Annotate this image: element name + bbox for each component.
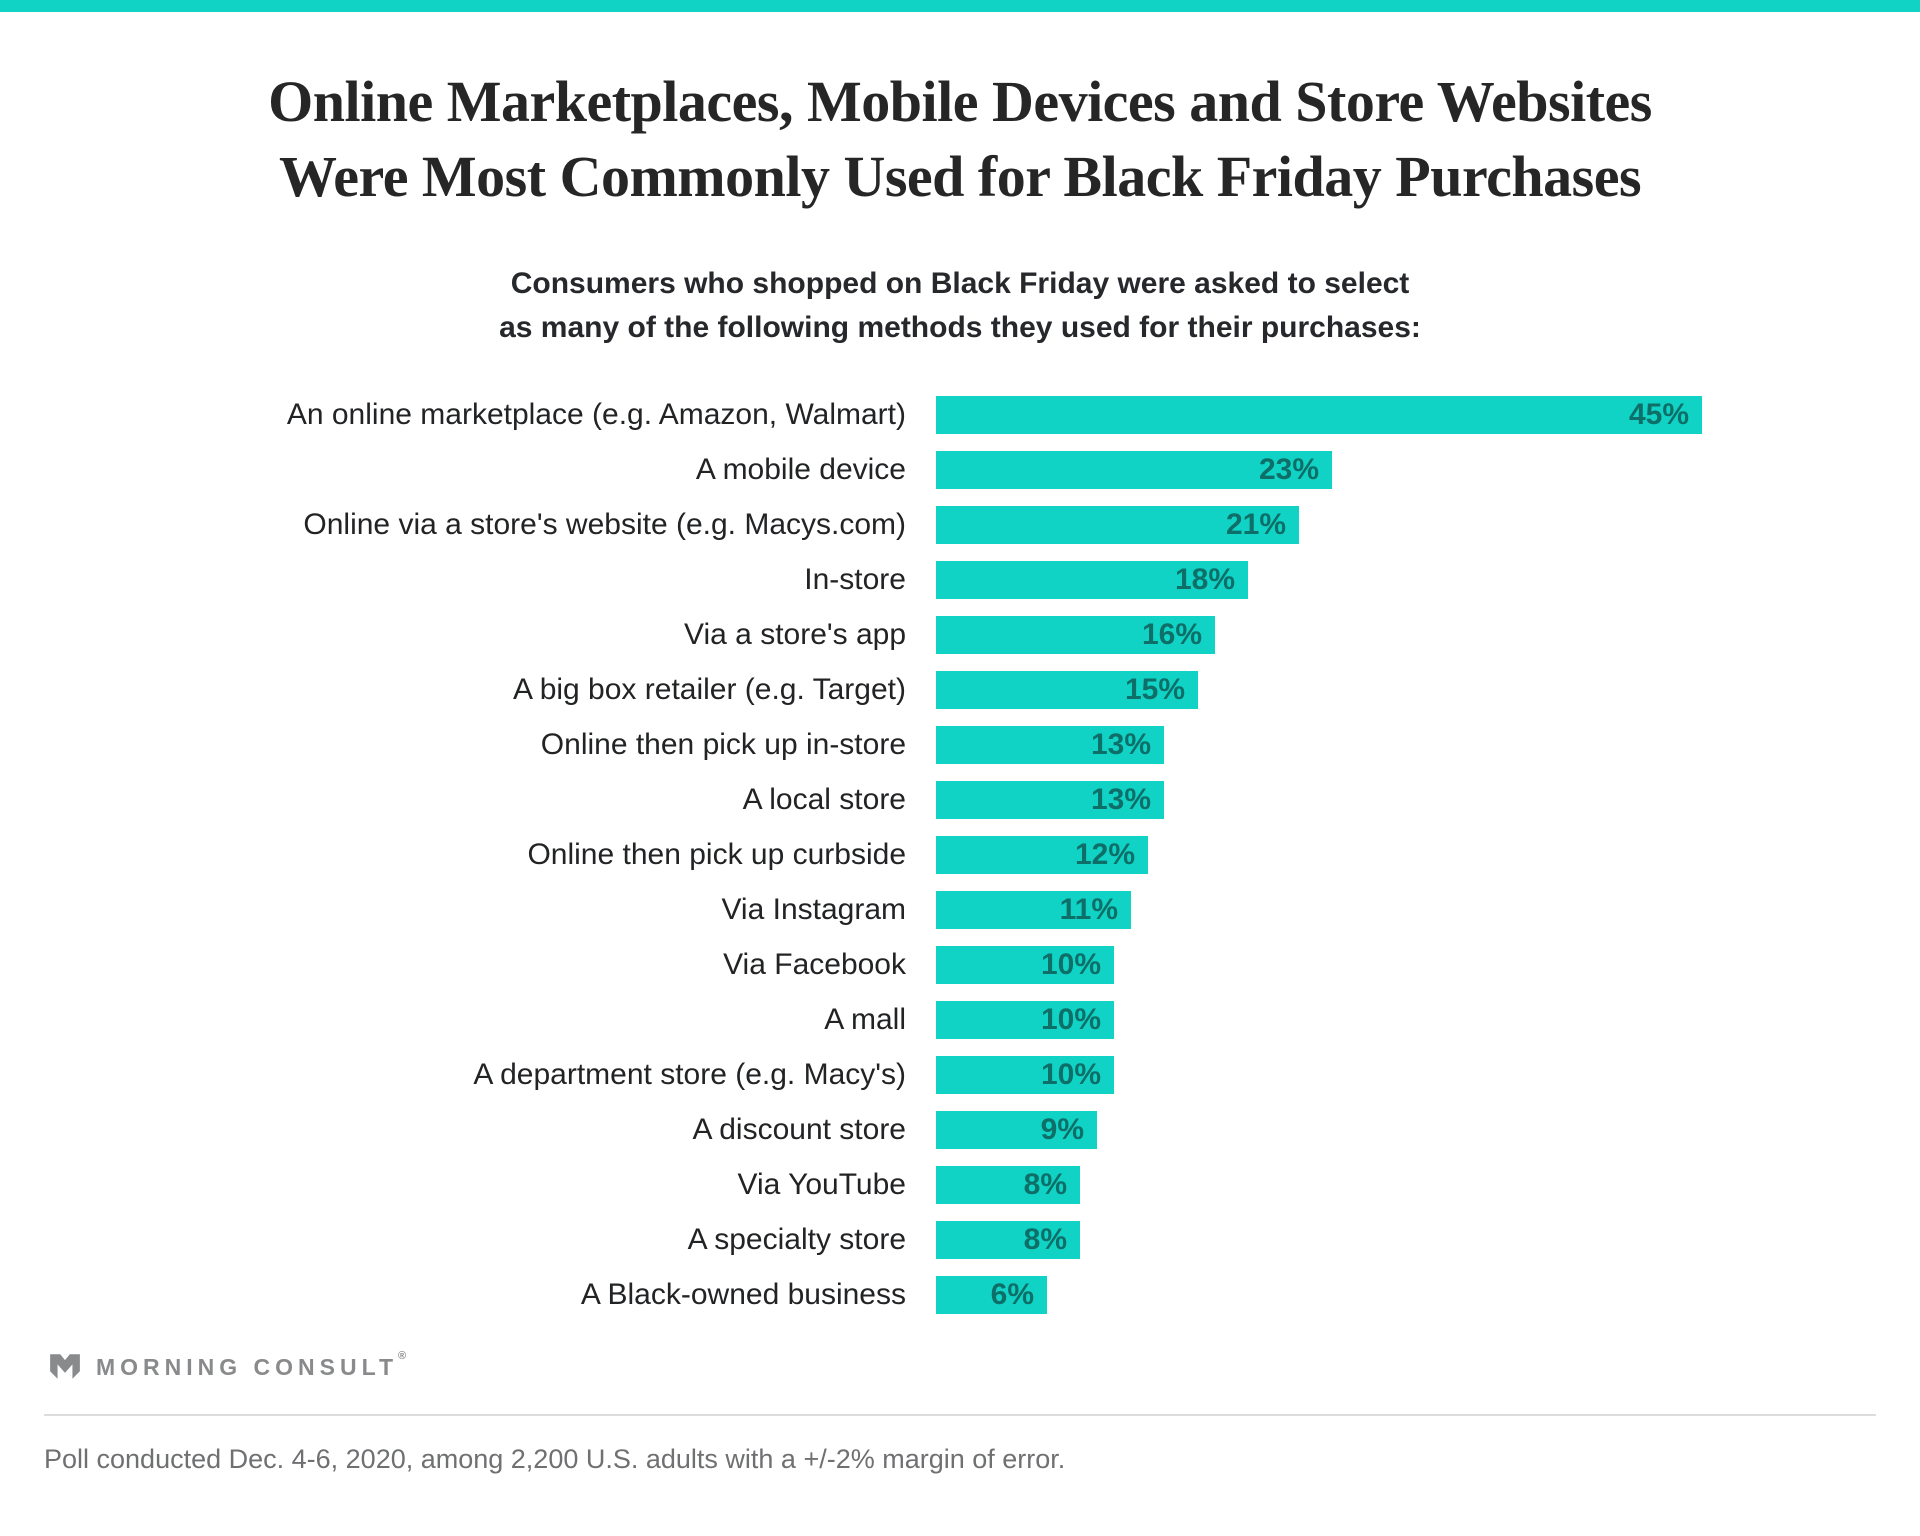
logo-text: MORNING CONSULT® (96, 1350, 411, 1381)
chart-row: An online marketplace (e.g. Amazon, Walm… (0, 396, 1920, 434)
row-label: A mobile device (695, 453, 906, 486)
chart-row: A local store 13% (0, 781, 1920, 819)
bar-value: 45% (1628, 398, 1689, 431)
bar: 8% (936, 1221, 1080, 1259)
row-label: A department store (e.g. Macy's) (473, 1058, 906, 1091)
bar-value: 11% (1059, 893, 1118, 926)
page-title-line2: Were Most Commonly Used for Black Friday… (278, 144, 1642, 209)
row-label: A mall (824, 1003, 906, 1036)
morning-consult-logo: MORNING CONSULT® (48, 1350, 1920, 1384)
bar: 10% (936, 946, 1114, 984)
chart-row: Via Instagram 11% (0, 891, 1920, 929)
row-label: In-store (804, 563, 906, 596)
bar-value: 9% (1040, 1113, 1084, 1146)
row-label: A discount store (692, 1113, 906, 1146)
bar-value: 10% (1040, 1003, 1101, 1036)
chart-row: Via YouTube 8% (0, 1166, 1920, 1204)
bar-value: 16% (1141, 618, 1202, 651)
poll-note: Poll conducted Dec. 4-6, 2020, among 2,2… (44, 1444, 1066, 1474)
row-label: Online via a store's website (e.g. Macys… (303, 508, 906, 541)
row-label: A specialty store (687, 1223, 906, 1256)
bar-value: 12% (1074, 838, 1135, 871)
bar-value: 15% (1124, 673, 1185, 706)
top-accent-bar (0, 0, 1920, 12)
chart-row: In-store 18% (0, 561, 1920, 599)
chart-subtitle-line1: Consumers who shopped on Black Friday we… (510, 267, 1410, 300)
bar: 11% (936, 891, 1131, 929)
bar: 12% (936, 836, 1148, 874)
chart-subtitle: Consumers who shopped on Black Friday we… (0, 262, 1920, 350)
bar: 13% (936, 726, 1164, 764)
row-label: Via YouTube (737, 1168, 906, 1201)
logo-m-icon (50, 1354, 80, 1379)
footer-divider (44, 1414, 1876, 1416)
bar: 23% (936, 451, 1332, 489)
bar-value: 13% (1090, 728, 1151, 761)
chart-row: A mobile device 23% (0, 451, 1920, 489)
bar-value: 10% (1040, 1058, 1101, 1091)
row-label: Via Facebook (723, 948, 906, 981)
chart-row: A big box retailer (e.g. Target) 15% (0, 671, 1920, 709)
logo-wordmark: MORNING CONSULT (96, 1353, 399, 1380)
bar-value: 10% (1040, 948, 1101, 981)
bar-chart: An online marketplace (e.g. Amazon, Walm… (0, 396, 1920, 1314)
bar: 21% (936, 506, 1299, 544)
chart-row: A department store (e.g. Macy's) 10% (0, 1056, 1920, 1094)
chart-row: Online then pick up curbside 12% (0, 836, 1920, 874)
row-label: Online then pick up in-store (540, 728, 906, 761)
chart-row: A specialty store 8% (0, 1221, 1920, 1259)
chart-row: Via a store's app 16% (0, 616, 1920, 654)
bar: 9% (936, 1111, 1097, 1149)
bar-value: 23% (1258, 453, 1319, 486)
chart-row: A discount store 9% (0, 1111, 1920, 1149)
bar-value: 6% (990, 1278, 1034, 1311)
chart-row: Online then pick up in-store 13% (0, 726, 1920, 764)
row-label: Online then pick up curbside (527, 838, 906, 871)
bar: 10% (936, 1056, 1114, 1094)
bar-value: 13% (1090, 783, 1151, 816)
bar: 16% (936, 616, 1215, 654)
bar: 13% (936, 781, 1164, 819)
row-label: A big box retailer (e.g. Target) (513, 673, 906, 706)
bar: 18% (936, 561, 1248, 599)
bar: 45% (936, 396, 1702, 434)
row-label: Via a store's app (684, 618, 906, 651)
bar-value: 8% (1023, 1223, 1067, 1256)
bar: 8% (936, 1166, 1080, 1204)
chart-row: Via Facebook 10% (0, 946, 1920, 984)
row-label: A Black-owned business (580, 1278, 906, 1311)
bar-value: 18% (1174, 563, 1235, 596)
bar: 10% (936, 1001, 1114, 1039)
registered-mark: ® (398, 1349, 412, 1362)
row-label: An online marketplace (e.g. Amazon, Walm… (286, 398, 906, 431)
chart-row: Online via a store's website (e.g. Macys… (0, 506, 1920, 544)
page-title-line1: Online Marketplaces, Mobile Devices and … (268, 69, 1652, 134)
page-title: Online Marketplaces, Mobile Devices and … (0, 64, 1920, 214)
chart-row: A Black-owned business 6% (0, 1276, 1920, 1314)
bar: 15% (936, 671, 1198, 709)
bar-value: 21% (1225, 508, 1286, 541)
chart-row: A mall 10% (0, 1001, 1920, 1039)
row-label: A local store (742, 783, 906, 816)
bar: 6% (936, 1276, 1047, 1314)
bar-value: 8% (1023, 1168, 1067, 1201)
chart-subtitle-line2: as many of the following methods they us… (499, 311, 1421, 344)
row-label: Via Instagram (721, 893, 906, 926)
